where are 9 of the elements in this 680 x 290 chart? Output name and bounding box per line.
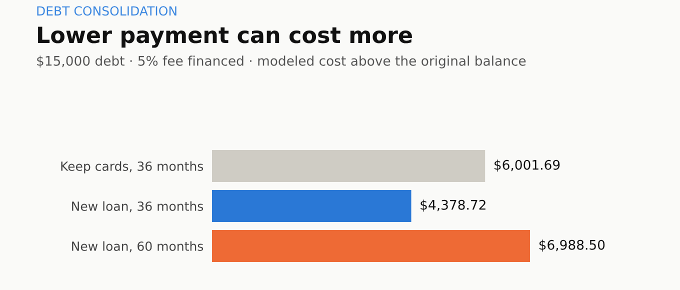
data-label: $6,988.50 <box>539 240 605 252</box>
y-tick-label: New loan, 36 months <box>72 201 204 212</box>
chart-title: Lower payment can cost more <box>38 26 412 48</box>
text: DEBT CONSOLIDATION <box>37 6 176 16</box>
data-label: $6,001.69 <box>494 160 560 172</box>
y-tick-label: Keep cards, 36 months <box>61 161 204 174</box>
chart-subtitle: $15,000 debt · 5% fee financed · modeled cost above the original balance <box>37 56 526 68</box>
y-tick-label: New loan, 60 months <box>72 241 204 252</box>
data-label: $4,378.72 <box>420 200 486 212</box>
